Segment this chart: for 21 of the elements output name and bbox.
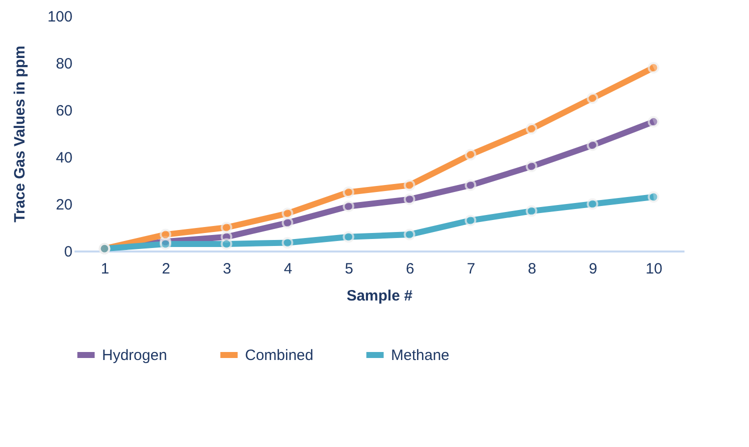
x-tick-label: 7 [466,260,476,278]
legend-label: Hydrogen [102,347,168,364]
x-tick-label: 10 [646,260,662,278]
x-axis-title: Sample # [346,288,414,304]
legend-label: Combined [245,347,314,364]
y-tick-label: 0 [64,244,72,260]
x-tick-label: 6 [406,260,414,278]
x-tick-label: 8 [528,260,536,278]
x-tick-label: 5 [344,260,354,278]
x-tick-label: 4 [284,260,292,278]
y-tick-label: 40 [56,150,72,166]
y-tick-label: 100 [47,8,72,26]
x-tick-label: 2 [162,260,170,278]
y-tick-label: 80 [56,56,72,72]
y-tick-label: 20 [56,196,72,214]
x-tick-label: 9 [588,260,598,278]
y-tick-label: 60 [56,102,72,120]
x-tick-label: 1 [100,260,110,278]
x-tick-label: 3 [222,260,232,278]
y-axis-title: Trace Gas Values in ppm [11,46,28,222]
legend-label: Methane [391,347,450,364]
